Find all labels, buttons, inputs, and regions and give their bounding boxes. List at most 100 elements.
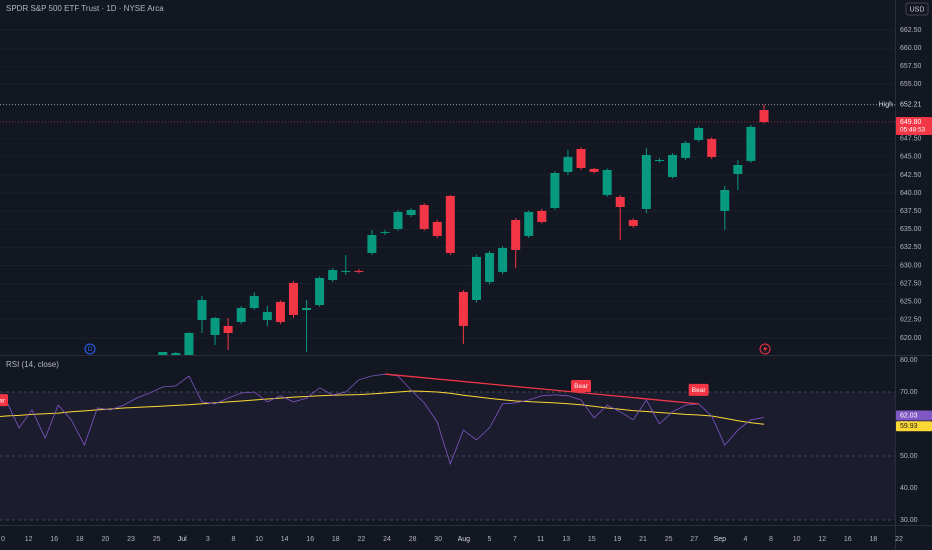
countdown: 05:48:53 xyxy=(900,127,926,134)
candle-body xyxy=(733,165,743,174)
currency[interactable]: USD xyxy=(910,6,925,13)
time-axis-label: 18 xyxy=(870,536,878,543)
time-axis-label: 16 xyxy=(306,536,314,543)
y-tick-label: 662.50 xyxy=(900,27,922,34)
candle-body xyxy=(615,196,625,207)
candle-body xyxy=(341,270,351,272)
candle-body xyxy=(485,252,495,282)
time-axis-label: 3 xyxy=(206,536,210,543)
time-axis-label: 15 xyxy=(588,536,596,543)
time-axis-label: 13 xyxy=(562,536,570,543)
y-tick-label: 625.00 xyxy=(900,299,922,306)
currency-box[interactable] xyxy=(905,2,929,16)
candle-body xyxy=(498,247,508,272)
candle-body xyxy=(367,235,377,253)
time-axis-label: 14 xyxy=(281,536,289,543)
last-price: 649.80 xyxy=(900,119,922,126)
time-axis-label: 7 xyxy=(513,536,517,543)
candle-body xyxy=(419,205,429,229)
y-tick-label: 630.00 xyxy=(900,262,922,269)
y-tick-label: 640.00 xyxy=(900,190,922,197)
candle-body xyxy=(589,168,599,172)
time-axis-label: 25 xyxy=(665,536,673,543)
high-label: High xyxy=(879,101,894,108)
time-axis-label: Aug xyxy=(458,536,471,543)
time-axis-label: 12 xyxy=(818,536,826,543)
candle-body xyxy=(628,220,638,226)
time-axis-label: 10 xyxy=(255,536,263,543)
dividend-icon[interactable] xyxy=(84,343,96,355)
bear-label: Bear xyxy=(692,387,707,394)
bear-label: Bear xyxy=(0,397,6,404)
time-axis-label: 27 xyxy=(690,536,698,543)
time-axis-label: 4 xyxy=(743,536,747,543)
time-axis-label: 24 xyxy=(383,536,391,543)
candle-body xyxy=(249,295,259,308)
y-tick-label: 647.50 xyxy=(900,136,922,143)
candle-body xyxy=(223,325,233,333)
candle-body xyxy=(576,148,586,168)
time-axis-label: 21 xyxy=(639,536,647,543)
candle-body xyxy=(524,211,534,236)
divergence-line xyxy=(384,373,699,405)
candle-body xyxy=(445,195,455,253)
candle-body xyxy=(511,220,521,250)
rsi-ma-line xyxy=(0,390,765,425)
y-tick-label: 655.00 xyxy=(900,81,922,88)
time-axis-label: 25 xyxy=(153,536,161,543)
rsi-tick-label: 80.00 xyxy=(900,357,918,364)
time-axis-label: 8 xyxy=(769,536,773,543)
time-axis-label: 18 xyxy=(76,536,84,543)
time-axis-label: Sep xyxy=(714,536,727,543)
rsi-pane: Bear Bear Bear xyxy=(0,373,895,521)
candle-body xyxy=(746,126,756,161)
y-tick-label: 645.00 xyxy=(900,154,922,161)
bear-label-box xyxy=(571,379,592,392)
rsi-last-box xyxy=(896,410,932,421)
time-axis-label: 12 xyxy=(25,536,33,543)
time-axis-label: 22 xyxy=(358,536,366,543)
candle-body xyxy=(432,221,442,236)
rsi-tick-label: 50.00 xyxy=(900,453,918,460)
candle-body xyxy=(262,311,272,320)
time-axis-label: 5 xyxy=(487,536,491,543)
candle-body xyxy=(602,170,612,195)
event-icon-bolt[interactable] xyxy=(763,345,768,353)
bear-label-box xyxy=(688,383,709,396)
candle-body xyxy=(210,317,220,335)
candle-body xyxy=(537,210,547,222)
candle-body xyxy=(171,352,181,355)
time-axis-label: 30 xyxy=(434,536,442,543)
symbol-title: SPDR S&P 500 ETF Trust · 1D · NYSE Arca xyxy=(6,4,164,13)
candle-body xyxy=(393,211,403,229)
y-tick-label: 660.00 xyxy=(900,45,922,52)
candle-body xyxy=(275,301,285,322)
time-axis-label: 16 xyxy=(844,536,852,543)
candle-body xyxy=(184,332,194,355)
candle-body xyxy=(302,307,312,310)
event-icon[interactable] xyxy=(759,343,771,355)
candle-body xyxy=(197,300,207,320)
time-axis-label: 8 xyxy=(231,536,235,543)
rsi-tick-label: 40.00 xyxy=(900,485,918,492)
y-tick-label: 642.50 xyxy=(900,172,922,179)
candle-body xyxy=(288,282,298,315)
price-pane xyxy=(0,29,895,355)
candle-body xyxy=(550,172,560,208)
rsi-last-box xyxy=(896,421,932,432)
candle-body xyxy=(380,231,390,233)
high-value: 652.21 xyxy=(900,101,922,108)
candle-body xyxy=(563,156,573,172)
y-tick-label: 620.00 xyxy=(900,335,922,342)
rsi-title: RSI (14, close) xyxy=(6,360,59,369)
bear-label: Bear xyxy=(574,383,589,390)
time-axis-label: 16 xyxy=(50,536,58,543)
rsi-line xyxy=(0,373,765,466)
rsi-last-value: 62.03 xyxy=(900,412,918,419)
candle-body xyxy=(707,138,717,157)
time-axis-label: 28 xyxy=(409,536,417,543)
dividend-icon-letter[interactable]: D xyxy=(88,347,93,353)
candle-body xyxy=(641,155,651,209)
